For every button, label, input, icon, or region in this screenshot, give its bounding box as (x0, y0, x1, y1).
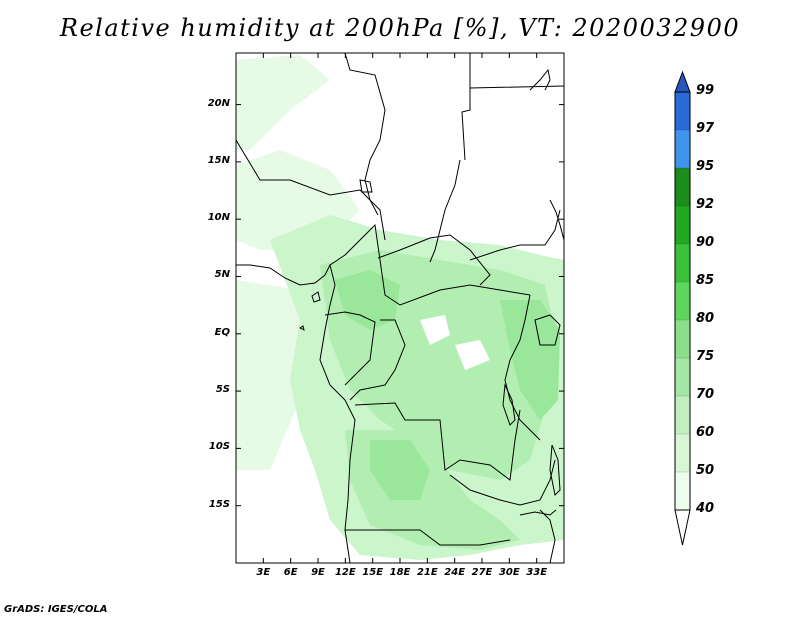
colorbar-segment (675, 358, 690, 396)
colorbar-segment (675, 168, 690, 206)
lat-label: 5S (215, 384, 230, 396)
lat-label: 5N (214, 269, 230, 281)
colorbar-segment (675, 320, 690, 358)
border-gabon-congo (324, 311, 376, 386)
colorbar-level-label: 90 (696, 235, 715, 250)
colorbar-outline (674, 91, 691, 511)
rh-gap-center (420, 315, 450, 345)
rh-shading (236, 55, 564, 560)
border-zambia (449, 459, 556, 506)
colorbar-level-label: 95 (696, 159, 715, 174)
lat-label: EQ (214, 326, 230, 338)
colorbar-level-label: 40 (696, 501, 715, 516)
lon-label: 9E (311, 567, 325, 578)
colorbar-lower-triangle (674, 509, 691, 546)
lake-tanganyika (502, 383, 516, 426)
lon-label: 27E (471, 567, 493, 578)
colorbar-level-label: 50 (696, 463, 715, 478)
border-car-north (377, 234, 491, 286)
mozambique-border (519, 509, 557, 516)
colorbar-segment (675, 472, 690, 510)
lake-chad (359, 179, 373, 193)
colorbar-segment (675, 206, 690, 244)
sinai-coast (469, 68, 564, 91)
colorbar-segment (675, 434, 690, 472)
lat-label: 15S (208, 498, 230, 510)
border-chad-sudan (429, 159, 461, 263)
colorbar-segment (675, 244, 690, 282)
border-car-south (379, 259, 531, 306)
border-mali-niger (236, 139, 386, 241)
colorbar-level-label: 97 (696, 121, 715, 136)
colorbar (674, 70, 691, 546)
rh-area-high-south (370, 440, 430, 500)
border-drc-angola (354, 402, 521, 481)
coastline-west-africa (236, 263, 356, 563)
lon-label: 21E (416, 567, 438, 578)
colorbar-level-label: 85 (696, 273, 715, 288)
colorbar-level-label: 92 (696, 197, 715, 212)
gulf-of-guinea-islands (299, 291, 321, 331)
lon-label: 33E (526, 567, 548, 578)
red-sea-coast (549, 199, 564, 241)
lat-tick-marks (236, 104, 564, 507)
colorbar-level-label: 60 (696, 425, 715, 440)
southern-border (539, 509, 556, 563)
lat-label: 15N (207, 154, 230, 166)
colorbar-level-label: 75 (696, 349, 715, 364)
lon-label: 18E (389, 567, 411, 578)
lat-label: 20N (207, 97, 230, 109)
colorbar-level-label: 70 (696, 387, 715, 402)
grads-credit: GrADS: IGES/COLA (4, 604, 108, 615)
border-libya-egypt (461, 53, 471, 161)
plot-title: Relative humidity at 200hPa [%], VT: 202… (59, 14, 741, 42)
border-cameroon-nigeria (329, 223, 381, 266)
lon-label: 30E (498, 567, 520, 578)
colorbar-level-label: 99 (696, 83, 715, 98)
lat-label: 10N (207, 212, 230, 224)
colorbar-level-label: 80 (696, 311, 715, 326)
colorbar-segment (675, 92, 690, 130)
lon-label: 24E (444, 567, 466, 578)
rh-area-high-east (500, 300, 560, 420)
colorbar-upper-triangle (674, 70, 691, 93)
lon-label: 15E (362, 567, 384, 578)
border-sudan-south (469, 209, 561, 261)
rh-area-light-north (236, 55, 330, 150)
border-angola-namibia (345, 529, 511, 546)
colorbar-segment (675, 396, 690, 434)
lat-label: 10S (208, 441, 230, 453)
border-niger-chad (344, 53, 386, 216)
lon-label: 3E (256, 567, 271, 578)
border-drc-west (349, 319, 406, 401)
colorbar-segment (675, 282, 690, 320)
lon-label: 6E (283, 567, 298, 578)
lon-label: 12E (334, 567, 356, 578)
lake-victoria (534, 314, 561, 346)
lake-malawi (549, 444, 561, 497)
humidity-field (236, 53, 564, 563)
coastlines-and-borders (236, 53, 564, 563)
lon-tick-marks (262, 53, 538, 563)
border-east-lakes (504, 294, 541, 441)
colorbar-segment (675, 130, 690, 168)
rh-gap-center2 (455, 340, 490, 370)
